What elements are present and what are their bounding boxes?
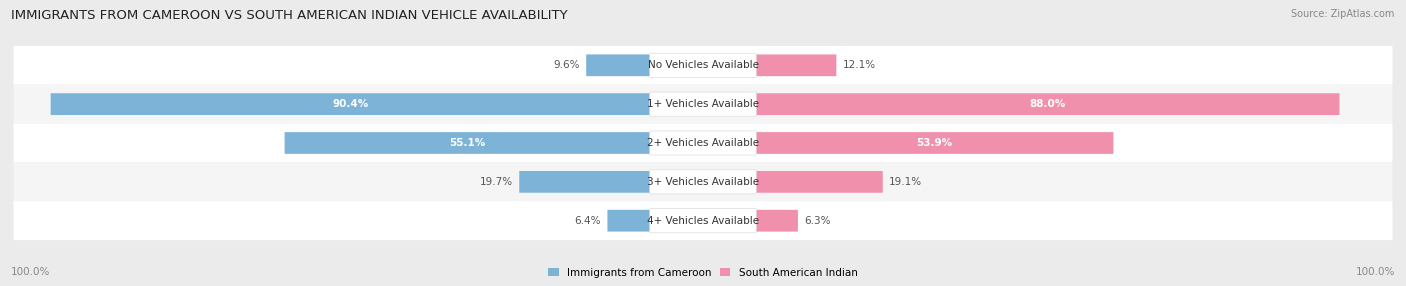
FancyBboxPatch shape bbox=[756, 210, 799, 232]
FancyBboxPatch shape bbox=[14, 201, 1392, 240]
Text: 53.9%: 53.9% bbox=[917, 138, 953, 148]
Text: 100.0%: 100.0% bbox=[11, 267, 51, 277]
Text: 55.1%: 55.1% bbox=[450, 138, 485, 148]
FancyBboxPatch shape bbox=[756, 132, 1114, 154]
Text: 9.6%: 9.6% bbox=[553, 60, 579, 70]
FancyBboxPatch shape bbox=[284, 132, 650, 154]
FancyBboxPatch shape bbox=[650, 92, 756, 116]
Text: 88.0%: 88.0% bbox=[1029, 99, 1066, 109]
FancyBboxPatch shape bbox=[756, 93, 1340, 115]
Text: 4+ Vehicles Available: 4+ Vehicles Available bbox=[647, 216, 759, 226]
Text: No Vehicles Available: No Vehicles Available bbox=[648, 60, 758, 70]
FancyBboxPatch shape bbox=[650, 131, 756, 155]
Text: 19.7%: 19.7% bbox=[479, 177, 513, 187]
FancyBboxPatch shape bbox=[14, 124, 1392, 162]
FancyBboxPatch shape bbox=[650, 170, 756, 194]
Text: 6.3%: 6.3% bbox=[804, 216, 831, 226]
FancyBboxPatch shape bbox=[14, 46, 1392, 85]
Text: 6.4%: 6.4% bbox=[575, 216, 600, 226]
Text: 2+ Vehicles Available: 2+ Vehicles Available bbox=[647, 138, 759, 148]
FancyBboxPatch shape bbox=[51, 93, 650, 115]
Text: Source: ZipAtlas.com: Source: ZipAtlas.com bbox=[1291, 9, 1395, 19]
FancyBboxPatch shape bbox=[650, 209, 756, 233]
FancyBboxPatch shape bbox=[756, 171, 883, 193]
Text: 3+ Vehicles Available: 3+ Vehicles Available bbox=[647, 177, 759, 187]
FancyBboxPatch shape bbox=[650, 53, 756, 77]
Text: IMMIGRANTS FROM CAMEROON VS SOUTH AMERICAN INDIAN VEHICLE AVAILABILITY: IMMIGRANTS FROM CAMEROON VS SOUTH AMERIC… bbox=[11, 9, 568, 21]
Text: 19.1%: 19.1% bbox=[889, 177, 922, 187]
Text: 90.4%: 90.4% bbox=[332, 99, 368, 109]
FancyBboxPatch shape bbox=[586, 54, 650, 76]
Legend: Immigrants from Cameroon, South American Indian: Immigrants from Cameroon, South American… bbox=[548, 268, 858, 278]
Text: 100.0%: 100.0% bbox=[1355, 267, 1395, 277]
FancyBboxPatch shape bbox=[14, 162, 1392, 201]
Text: 12.1%: 12.1% bbox=[842, 60, 876, 70]
FancyBboxPatch shape bbox=[14, 85, 1392, 124]
FancyBboxPatch shape bbox=[519, 171, 650, 193]
FancyBboxPatch shape bbox=[607, 210, 650, 232]
Text: 1+ Vehicles Available: 1+ Vehicles Available bbox=[647, 99, 759, 109]
FancyBboxPatch shape bbox=[756, 54, 837, 76]
